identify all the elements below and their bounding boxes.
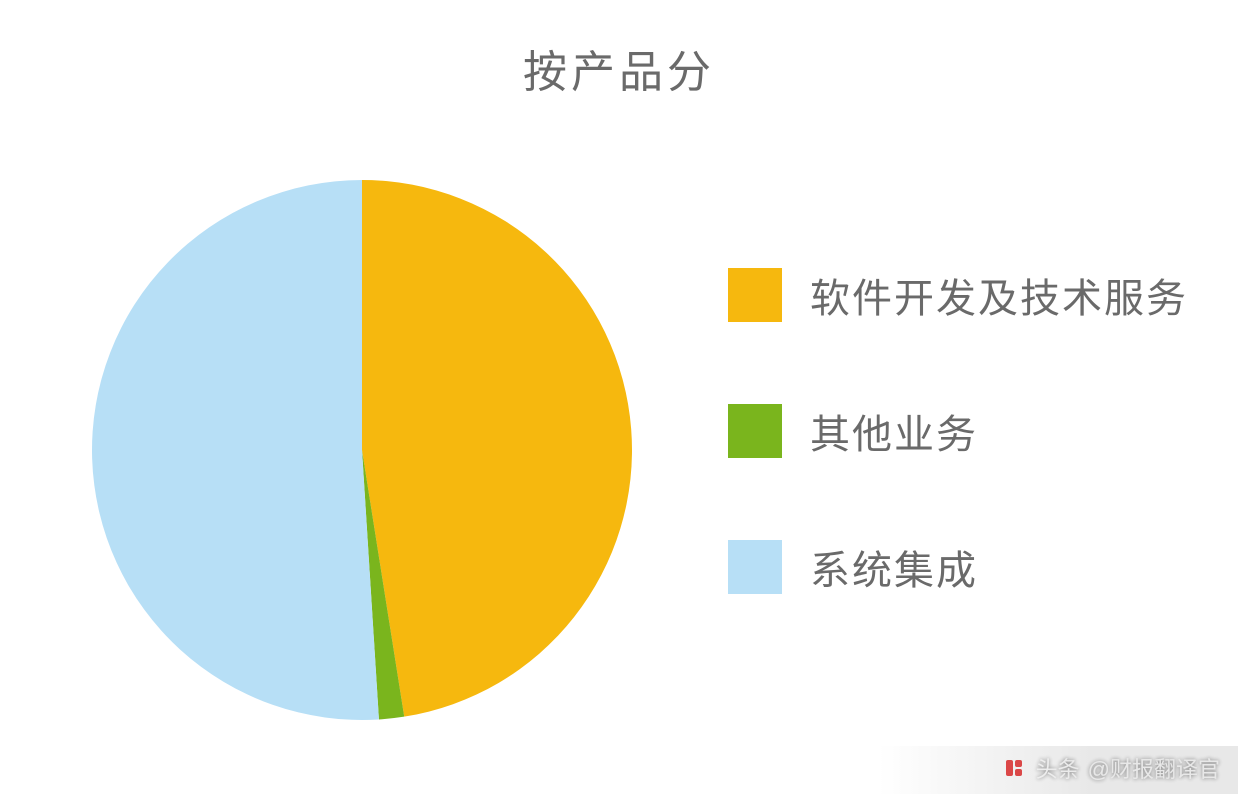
legend-label-1: 其他业务 (810, 402, 978, 460)
chart-title: 按产品分 (0, 36, 1238, 100)
pie-slice-2 (92, 180, 379, 720)
legend: 软件开发及技术服务其他业务系统集成 (728, 266, 1188, 596)
watermark-prefix: 头条 (1036, 752, 1080, 784)
watermark-icon (1000, 754, 1028, 782)
watermark-handle: @财报翻译官 (1088, 752, 1220, 784)
pie-chart (90, 178, 634, 727)
pie-svg (90, 178, 634, 722)
legend-item-1: 其他业务 (728, 402, 1188, 460)
legend-item-2: 系统集成 (728, 538, 1188, 596)
legend-label-2: 系统集成 (810, 538, 978, 596)
legend-swatch-1 (728, 404, 782, 458)
watermark: 头条 @财报翻译官 (1000, 752, 1220, 784)
legend-label-0: 软件开发及技术服务 (810, 266, 1188, 324)
pie-slice-0 (362, 180, 632, 717)
legend-item-0: 软件开发及技术服务 (728, 266, 1188, 324)
legend-swatch-2 (728, 540, 782, 594)
legend-swatch-0 (728, 268, 782, 322)
